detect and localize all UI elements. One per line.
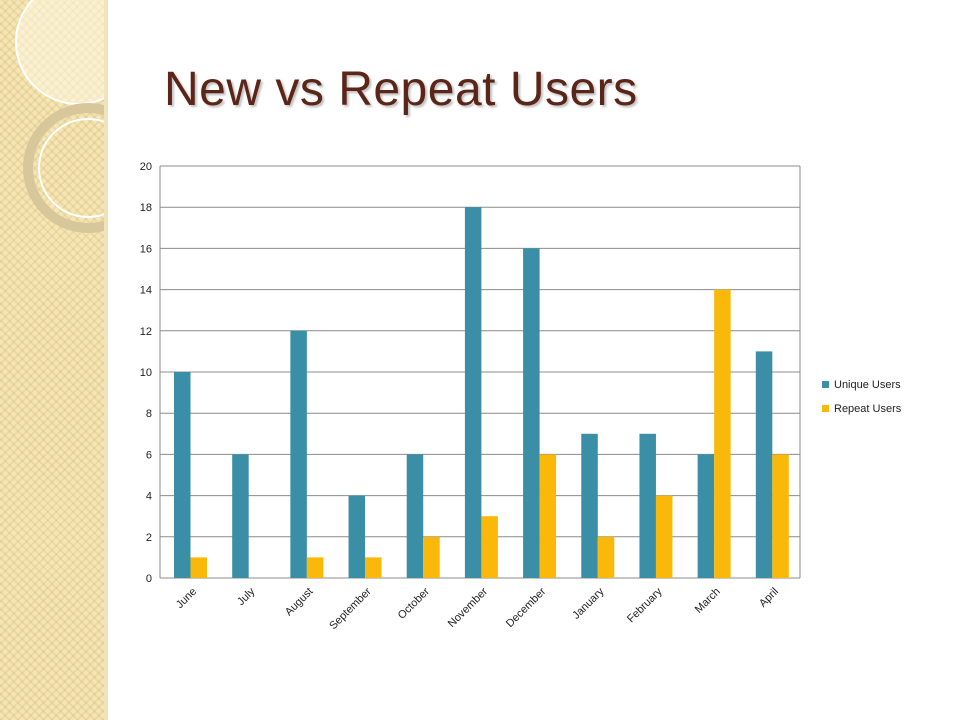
- decorative-side-panel: [0, 0, 106, 720]
- bar-unique-july: [232, 454, 249, 578]
- bar-repeat-august: [306, 557, 324, 578]
- x-tick-label: December: [504, 585, 549, 630]
- x-tick-label: January: [570, 585, 607, 622]
- bar-unique-august: [290, 330, 307, 578]
- x-axis-labels: June July August September October November De…: [174, 585, 781, 632]
- bar-repeat-september: [365, 557, 382, 578]
- slide-title: New vs Repeat Users: [164, 63, 638, 116]
- bar-repeat-march: [714, 289, 731, 578]
- bar-repeat-december: [539, 454, 557, 578]
- x-tick-label: August: [283, 586, 316, 619]
- legend-swatch-repeat: [822, 405, 829, 412]
- legend: Unique Users Repeat Users: [822, 379, 902, 415]
- bar-unique-march: [697, 454, 715, 578]
- bar-repeat-june: [190, 557, 207, 578]
- y-tick-label: 2: [146, 532, 152, 544]
- x-tick-label: September: [327, 585, 374, 632]
- legend-label-repeat: Repeat Users: [834, 403, 902, 415]
- bar-unique-september: [348, 495, 366, 578]
- y-tick-label: 8: [146, 408, 152, 420]
- x-tick-label: June: [174, 586, 199, 611]
- legend-swatch-unique: [822, 381, 829, 388]
- decorative-rings: [15, 0, 104, 233]
- y-tick-label: 16: [140, 243, 152, 255]
- y-axis-ticks: 0 2 4 6 8 10 12 14 16 18 20: [140, 161, 152, 585]
- y-tick-label: 10: [140, 367, 152, 379]
- y-tick-label: 20: [140, 161, 152, 173]
- bar-repeat-february: [655, 495, 673, 578]
- bars: [174, 207, 789, 578]
- y-tick-label: 14: [140, 285, 152, 297]
- x-tick-label: April: [757, 586, 781, 610]
- bar-unique-october: [406, 454, 424, 578]
- y-tick-label: 0: [146, 573, 152, 585]
- side-panel-edge: [104, 0, 108, 720]
- bar-unique-november: [464, 207, 482, 578]
- x-tick-label: November: [446, 585, 491, 630]
- legend-label-unique: Unique Users: [834, 379, 901, 391]
- x-tick-label: July: [235, 585, 258, 608]
- y-tick-label: 12: [140, 326, 152, 338]
- bar-unique-june: [174, 372, 191, 578]
- x-tick-label: February: [625, 585, 665, 625]
- bar-unique-january: [581, 433, 598, 578]
- bar-unique-february: [639, 433, 656, 578]
- x-tick-label: March: [693, 586, 723, 616]
- bar-repeat-october: [423, 536, 440, 578]
- bar-repeat-november: [481, 516, 498, 578]
- bar-unique-april: [755, 351, 773, 578]
- bar-unique-december: [523, 248, 540, 578]
- y-tick-label: 18: [140, 202, 152, 214]
- bar-repeat-april: [772, 454, 789, 578]
- x-tick-label: October: [396, 585, 432, 621]
- bar-repeat-january: [597, 536, 615, 578]
- y-tick-label: 6: [146, 449, 152, 461]
- y-tick-label: 4: [146, 491, 152, 503]
